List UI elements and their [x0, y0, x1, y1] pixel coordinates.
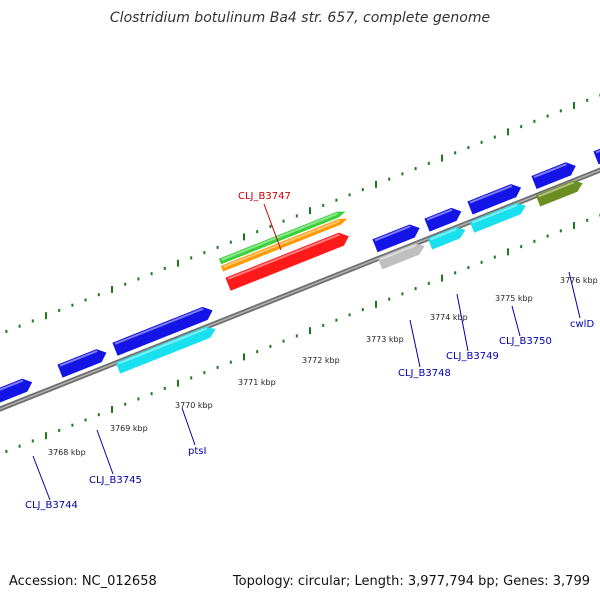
gene-bar-ptsi-protein-highlight [118, 327, 208, 365]
gene-arrow-clj-b3747-highlight [227, 233, 340, 280]
gene-arrow-clj-b3749 [424, 207, 462, 232]
gene-label-clj-b3750: CLJ_B3750 [499, 336, 552, 347]
gene-label-clj-b3745: CLJ_B3745 [89, 475, 142, 486]
gene-arrow-edge-highlight [595, 147, 600, 154]
gene-arrow-ptsi [112, 306, 213, 356]
kbp-label: 3772 kbp [302, 356, 340, 365]
gene-label-clj-b3750-leader [511, 305, 521, 337]
gene-label-cwld-leader [568, 271, 581, 319]
gene-bar-clj-b3748-protein-shape [377, 243, 425, 270]
genome-title: Clostridium botulinum Ba4 str. 657, comp… [109, 10, 491, 26]
gene-arrow-clj-b3747 [225, 232, 349, 291]
gene-arrow-clj-b3749-highlight [426, 208, 453, 221]
kbp-label: 3769 kbp [110, 424, 148, 433]
gene-arrow-clj-b3748-highlight [374, 225, 411, 242]
gene-arrow-clj-b3749-shape [424, 207, 462, 232]
gene-arrow-clj-b3745-highlight [59, 350, 98, 367]
gene-bar-clj-b3747-orange-highlight [223, 219, 340, 268]
gene-arrow-clj-b3750 [467, 184, 522, 215]
gene-bar-clj-b3750-protein [469, 203, 526, 233]
gene-bar-clj-b3750-protein-highlight [472, 204, 518, 224]
gene-arrow-clj-b3747-shape [225, 232, 349, 291]
gene-label-ptsi-leader [181, 407, 196, 446]
gene-bar-clj-b3747-green [218, 211, 346, 265]
topology-text: Topology: circular; Length: 3,977,794 bp… [232, 574, 590, 589]
gene-bar-clj-b3747-green-highlight [221, 212, 338, 261]
gene-bar-clj-b3748-protein-highlight [380, 244, 417, 261]
gene-arrow-edge-shape [593, 146, 600, 165]
gene-arrow-clj-b3744 [0, 378, 33, 404]
gene-bar-ptsi-protein [115, 326, 216, 374]
gene-bar-clj-b3749-protein [427, 227, 466, 250]
gene-bar-cwld-protein-highlight [538, 181, 575, 198]
gene-arrow-clj-b3744-highlight [0, 379, 24, 393]
gene-arrow-ptsi-highlight [114, 307, 204, 345]
gene-arrow-edge [593, 146, 600, 165]
gene-bar-ptsi-protein-shape [115, 326, 216, 374]
accession-text: Accession: NC_012658 [9, 574, 157, 589]
gene-arrow-clj-b3750-highlight [469, 185, 513, 204]
gene-label-clj-b3748-leader [409, 319, 421, 368]
gene-bar-clj-b3749-protein-shape [427, 227, 466, 250]
gene-arrow-cwld-highlight [533, 163, 567, 179]
gene-label-clj-b3745-leader [96, 429, 114, 475]
gene-bar-clj-b3749-protein-highlight [430, 228, 457, 241]
kbp-label: 3775 kbp [495, 294, 533, 303]
gene-label-clj-b3744: CLJ_B3744 [25, 500, 78, 511]
gene-label-clj-b3748: CLJ_B3748 [398, 368, 451, 379]
gene-arrow-clj-b3745-shape [57, 349, 107, 378]
gene-arrow-clj-b3745 [57, 349, 107, 378]
gene-arrow-cwld-shape [531, 162, 576, 189]
gene-label-clj-b3749: CLJ_B3749 [446, 351, 499, 362]
gene-arrow-clj-b3744-shape [0, 378, 33, 404]
gene-bar-clj-b3747-orange [220, 218, 348, 272]
gene-bar-cwld-protein [535, 180, 583, 207]
gene-label-clj-b3749-leader [456, 293, 469, 352]
gene-bar-clj-b3747-orange-shape [220, 218, 348, 272]
backbone-highlight [0, 169, 600, 410]
gene-bar-clj-b3748-protein [377, 243, 425, 270]
gene-label-cwld: cwlD [570, 319, 594, 330]
gene-bar-clj-b3750-protein-shape [469, 203, 526, 233]
gene-arrow-clj-b3748-shape [372, 224, 420, 253]
gene-label-clj-b3747-leader [263, 203, 282, 251]
gene-arrow-ptsi-shape [112, 306, 213, 356]
kbp-label: 3773 kbp [366, 335, 404, 344]
kbp-label: 3774 kbp [430, 313, 468, 322]
kbp-label: 3768 kbp [48, 448, 86, 457]
gene-bar-clj-b3747-green-shape [218, 211, 346, 265]
gene-bar-cwld-protein-shape [535, 180, 583, 207]
kbp-label: 3776 kbp [560, 276, 598, 285]
kbp-label: 3770 kbp [175, 401, 213, 410]
gene-label-clj-b3744-leader [32, 455, 51, 501]
gene-arrow-clj-b3748 [372, 224, 420, 253]
gene-label-ptsi: ptsI [188, 446, 206, 457]
gene-arrow-clj-b3750-shape [467, 184, 522, 215]
gene-arrow-cwld [531, 162, 576, 189]
kbp-label: 3771 kbp [238, 378, 276, 387]
gene-label-clj-b3747: CLJ_B3747 [238, 191, 291, 202]
